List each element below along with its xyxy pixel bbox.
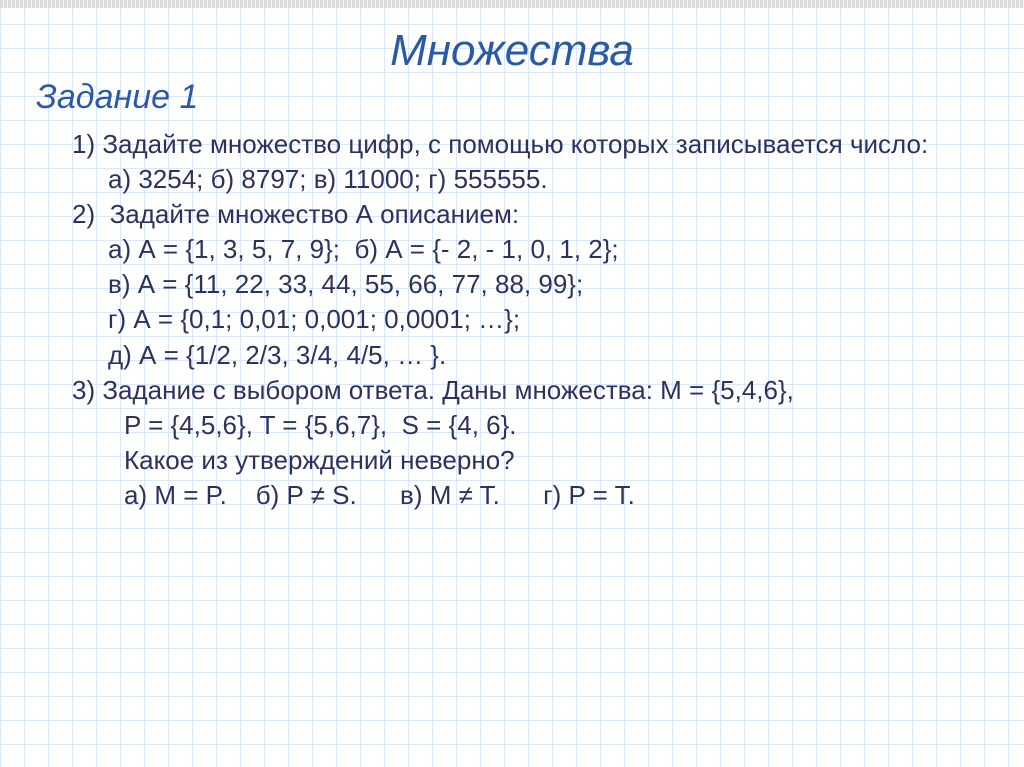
- task3-choices: a) M = P. б) P ≠ S. в) M ≠ T. г) P = T.: [36, 478, 988, 513]
- task1-prompt: 1) Задайте множество цифр, с помощью кот…: [36, 127, 988, 162]
- task2-item-g: г) А = {0,1; 0,01; 0,001; 0,0001; …};: [36, 302, 988, 337]
- task2-item-d: д) А = {1/2, 2/3, 3/4, 4/5, … }.: [36, 338, 988, 373]
- slide-title: Множества: [36, 26, 988, 76]
- slide-body: 1) Задайте множество цифр, с помощью кот…: [36, 127, 988, 513]
- slide-container: Множества Задание 1 1) Задайте множество…: [0, 8, 1024, 767]
- task3-question: Какое из утверждений неверно?: [36, 443, 988, 478]
- slide-subtitle: Задание 1: [36, 78, 988, 117]
- task2-item-v: в) А = {11, 22, 33, 44, 55, 66, 77, 88, …: [36, 267, 988, 302]
- task2-item-a-b: а) А = {1, 3, 5, 7, 9}; б) А = {- 2, - 1…: [36, 232, 988, 267]
- slide-top-border: [0, 0, 1024, 8]
- task3-sets: P = {4,5,6}, T = {5,6,7}, S = {4, 6}.: [36, 408, 988, 443]
- task1-items: а) 3254; б) 8797; в) 11000; г) 555555.: [36, 162, 988, 197]
- task2-prompt: 2) Задайте множество А описанием:: [36, 197, 988, 232]
- task3-prompt: 3) Задание с выбором ответа. Даны множес…: [36, 373, 988, 408]
